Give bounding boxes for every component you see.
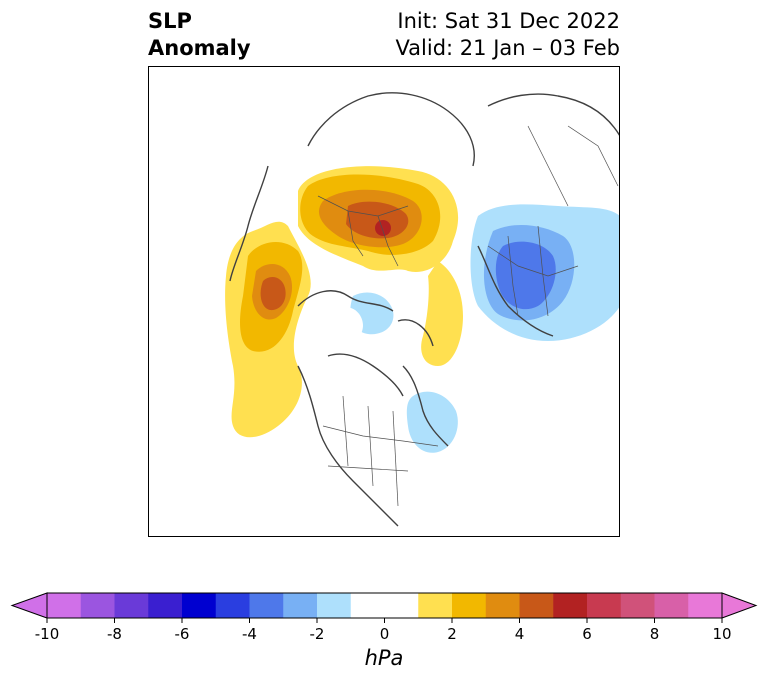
colorbar-tick-label: -10 bbox=[35, 625, 60, 643]
colorbar-bin bbox=[215, 593, 250, 618]
colorbar-bin bbox=[182, 593, 217, 618]
title-line-2: Anomaly bbox=[148, 36, 251, 60]
colorbar-bin bbox=[553, 593, 588, 618]
colorbar-bin bbox=[80, 593, 115, 618]
colorbar-bin bbox=[485, 593, 520, 618]
colorbar-bin bbox=[47, 593, 82, 618]
colorbar-tick-label: -8 bbox=[107, 625, 122, 643]
colorbar-bin bbox=[283, 593, 318, 618]
colorbar-under-arrow bbox=[10, 592, 48, 619]
valid-period: Valid: 21 Jan – 03 Feb bbox=[395, 36, 620, 60]
colorbar-bin bbox=[587, 593, 622, 618]
coastlines bbox=[229, 92, 620, 527]
colorbar-bin bbox=[654, 593, 689, 618]
colorbar-bin bbox=[114, 593, 149, 618]
forecast-dates: Init: Sat 31 Dec 2022 Valid: 21 Jan – 03… bbox=[395, 8, 620, 62]
negative-anomaly-east-canada bbox=[406, 391, 458, 453]
colorbar-over-arrow bbox=[721, 592, 758, 619]
colorbar-tick-label: -6 bbox=[175, 625, 190, 643]
colorbar-bin bbox=[148, 593, 183, 618]
colorbar-bin bbox=[350, 593, 385, 618]
colorbar: -10 -8 -6 -4 -2 0 2 4 6 8 10 bbox=[0, 580, 768, 686]
negative-anomaly-arctic bbox=[330, 292, 394, 342]
colorbar-bin bbox=[384, 593, 419, 618]
negative-anomaly-europe bbox=[470, 204, 620, 341]
colorbar-graphic: -10 -8 -6 -4 -2 0 2 4 6 8 10 bbox=[10, 592, 758, 643]
colorbar-bin bbox=[620, 593, 655, 618]
init-date: Init: Sat 31 Dec 2022 bbox=[397, 9, 620, 33]
colorbar-tick-label: -4 bbox=[242, 625, 257, 643]
colorbar-tick-label: 2 bbox=[447, 625, 457, 643]
colorbar-tick-label: 10 bbox=[712, 625, 731, 643]
colorbar-unit: hPa bbox=[364, 646, 404, 670]
colorbar-tick-label: 4 bbox=[515, 625, 525, 643]
colorbar-bin bbox=[249, 593, 284, 618]
colorbar-tick-label: 6 bbox=[582, 625, 592, 643]
colorbar-bin bbox=[452, 593, 487, 618]
title-line-1: SLP bbox=[148, 9, 192, 33]
colorbar-bin bbox=[418, 593, 453, 618]
colorbar-bin bbox=[519, 593, 554, 618]
country-borders bbox=[317, 125, 619, 507]
colorbar-tick-label: -2 bbox=[310, 625, 325, 643]
colorbar-tick-label: 8 bbox=[650, 625, 660, 643]
slp-anomaly-map bbox=[148, 66, 620, 537]
colorbar-tick-label: 0 bbox=[380, 625, 390, 643]
colorbar-bin bbox=[688, 593, 723, 618]
colorbar-bin bbox=[317, 593, 352, 618]
map-title: SLP Anomaly bbox=[148, 8, 251, 62]
